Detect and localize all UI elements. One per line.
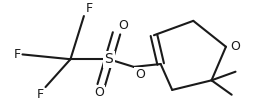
Text: O: O [94,86,104,99]
Text: F: F [13,48,21,61]
Text: F: F [36,88,44,101]
Text: F: F [86,2,93,15]
Text: O: O [118,19,128,32]
Text: S: S [104,52,113,66]
Text: O: O [230,40,240,53]
Text: O: O [135,68,145,81]
